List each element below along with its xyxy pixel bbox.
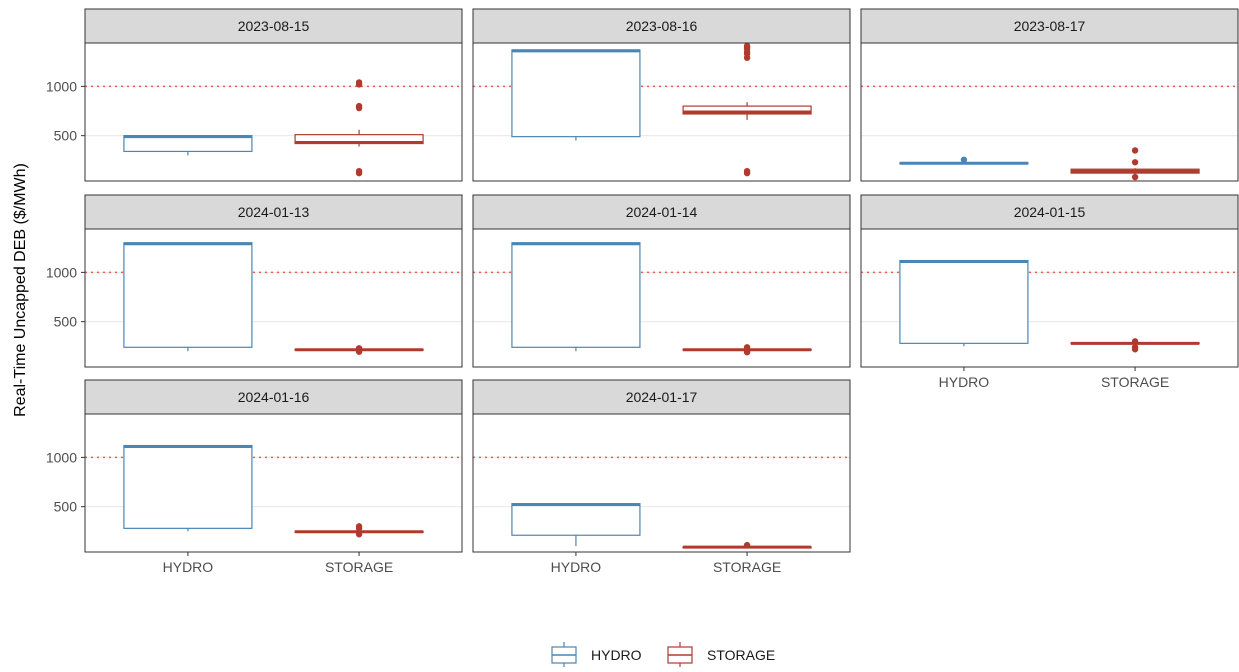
facet-title: 2024-01-14: [626, 204, 698, 220]
facet-panel: 2024-01-15 HYDRO STORAGE: [860, 194, 1239, 390]
box-storage: [1070, 338, 1200, 353]
box-iqr: [511, 503, 641, 536]
y-tick-label: 500: [54, 499, 78, 515]
outlier-point: [355, 523, 363, 530]
x-tick-label: STORAGE: [1101, 374, 1169, 390]
facet-panel: 2023-08-17: [860, 8, 1239, 182]
box-iqr: [123, 444, 253, 529]
box-hydro: [511, 503, 641, 547]
box-iqr: [511, 49, 641, 138]
x-tick-label: STORAGE: [713, 559, 781, 575]
box-iqr: [511, 242, 641, 348]
box-storage: [1070, 147, 1200, 181]
y-tick-label: 500: [54, 314, 78, 330]
y-tick-label: 1000: [46, 264, 77, 280]
facet-strip: [84, 8, 463, 44]
facet-panel: 2024-01-13 500 1000: [46, 194, 463, 368]
legend-label: HYDRO: [591, 647, 642, 663]
facet-title: 2023-08-16: [626, 18, 698, 34]
outlier-point: [743, 42, 751, 50]
outlier-point: [1131, 147, 1139, 154]
facet-strip: [472, 194, 851, 230]
box-iqr: [899, 259, 1029, 344]
box-hydro: [899, 156, 1029, 165]
facet-panel: 2024-01-14: [472, 194, 851, 368]
outlier-point: [960, 156, 968, 164]
outlier-point: [355, 79, 363, 86]
box-iqr: [682, 105, 812, 115]
x-tick-label: HYDRO: [551, 559, 602, 575]
facet-strip: [84, 379, 463, 415]
facet-panel: 2023-08-16: [472, 8, 851, 182]
legend-item-storage: STORAGE: [667, 642, 775, 668]
panel-border: [84, 413, 463, 553]
box-iqr: [123, 242, 253, 348]
panel-border: [860, 228, 1239, 368]
x-tick-label: HYDRO: [163, 559, 214, 575]
facet-title: 2024-01-15: [1014, 204, 1086, 220]
outlier-point: [355, 345, 363, 352]
y-tick-label: 1000: [46, 78, 77, 94]
panel-border: [860, 42, 1239, 182]
outlier-point: [1131, 344, 1139, 351]
panel-border: [472, 228, 851, 368]
legend-label: STORAGE: [707, 647, 775, 663]
y-tick-label: 1000: [46, 449, 77, 465]
outlier-point: [355, 102, 363, 110]
outlier-point: [743, 344, 751, 351]
panel-border: [84, 42, 463, 182]
facet-title: 2024-01-13: [238, 204, 310, 220]
facet-strip: [472, 379, 851, 415]
box-hydro: [123, 242, 253, 352]
facet-title: 2023-08-15: [238, 18, 310, 34]
outlier-point: [1131, 173, 1139, 181]
y-axis-label: Real-Time Uncapped DEB ($/MWh): [12, 163, 29, 417]
box-hydro: [511, 242, 641, 352]
facet-title: 2023-08-17: [1014, 18, 1086, 34]
outlier-point: [743, 541, 751, 549]
legend-item-hydro: HYDRO: [551, 642, 642, 668]
box-storage: [682, 42, 812, 177]
panel-border: [84, 228, 463, 368]
legend: HYDRO STORAGE: [551, 642, 775, 668]
box-storage: [294, 345, 424, 355]
outlier-point: [355, 531, 363, 538]
box-storage: [682, 344, 812, 356]
y-tick-label: 500: [54, 128, 78, 144]
panel-background: [861, 43, 1238, 181]
box-storage: [682, 541, 812, 549]
box-storage: [294, 79, 424, 177]
outlier-point: [743, 167, 751, 175]
facet-strip: [84, 194, 463, 230]
box-hydro: [511, 49, 641, 141]
facet-strip: [860, 194, 1239, 230]
facet-panel: 2024-01-17 HYDRO STORAGE: [472, 379, 851, 575]
facet-panel: 2024-01-16 500 1000 HYDRO STORAGE: [46, 379, 463, 575]
panel-background: [85, 43, 462, 181]
box-storage: [294, 523, 424, 538]
x-tick-label: STORAGE: [325, 559, 393, 575]
box-hydro: [123, 135, 253, 156]
box-hydro: [899, 259, 1029, 347]
facet-title: 2024-01-16: [238, 389, 310, 405]
x-tick-label: HYDRO: [939, 374, 990, 390]
outlier-point: [1131, 338, 1139, 345]
outlier-point: [1131, 159, 1139, 166]
facet-title: 2024-01-17: [626, 389, 698, 405]
panel-border: [472, 42, 851, 182]
facet-panel: 2023-08-15 500 1000: [46, 8, 463, 182]
panel-border: [472, 413, 851, 553]
outlier-point: [355, 167, 363, 175]
box-hydro: [123, 444, 253, 532]
